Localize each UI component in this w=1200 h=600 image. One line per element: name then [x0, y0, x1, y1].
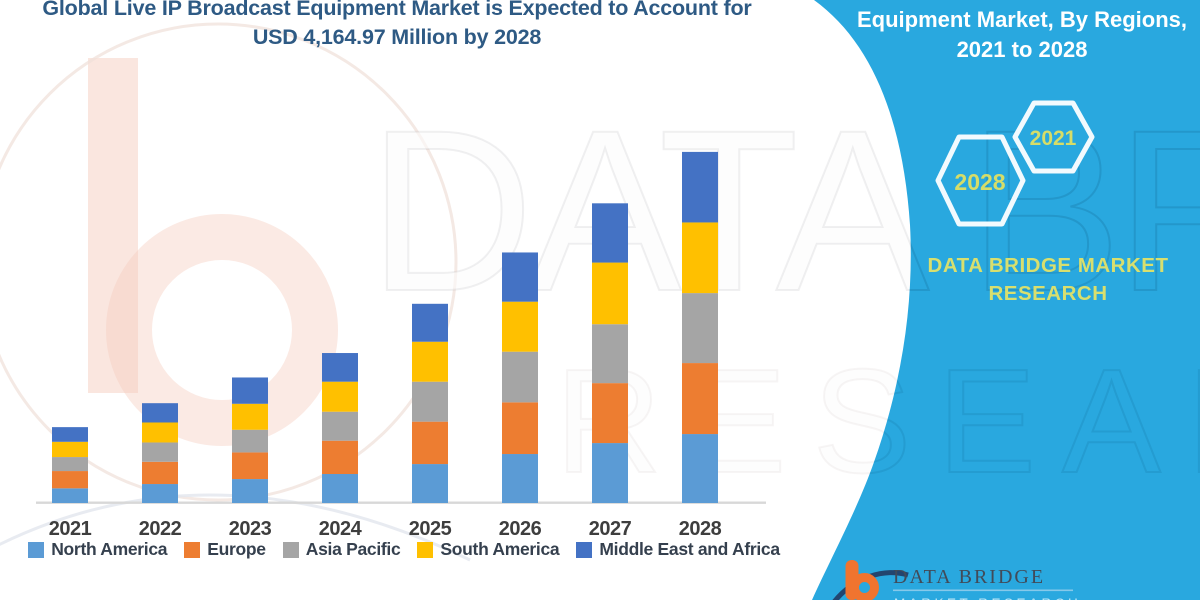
x-axis-label-2028: 2028 [679, 518, 722, 540]
legend-item-middle-east-and-africa: Middle East and Africa [576, 539, 780, 560]
bar-segment-north-america-2026 [502, 454, 538, 503]
bar-segment-asia-pacific-2026 [502, 351, 538, 403]
watermark-logo-bowl [106, 214, 338, 446]
bar-segment-europe-2028 [682, 363, 718, 435]
legend-label: North America [51, 539, 168, 559]
legend-item-europe: Europe [184, 539, 266, 560]
chart-title: Global Live IP Broadcast Equipment Marke… [12, 0, 782, 52]
hexagon-2028-label: 2028 [954, 169, 1005, 195]
bar-segment-middle-east-and-africa-2021 [52, 427, 88, 442]
panel-background [812, 0, 1200, 600]
legend-item-south-america: South America [417, 539, 560, 560]
panel-heading-line1: Equipment Market, By Regions, [857, 7, 1187, 32]
bar-segment-asia-pacific-2023 [232, 429, 268, 453]
bar-segment-asia-pacific-2024 [322, 411, 358, 441]
legend-label: Asia Pacific [305, 539, 401, 559]
bar-segment-middle-east-and-africa-2022 [142, 403, 178, 423]
bar-segment-europe-2027 [592, 383, 628, 444]
bar-segment-south-america-2027 [592, 262, 628, 325]
databridge-logo: DATA BRIDGE MARKET RESEARCH [832, 560, 1081, 600]
bar-segment-middle-east-and-africa-2028 [682, 151, 718, 223]
x-axis-label-2024: 2024 [319, 518, 363, 540]
hexagon-2021 [1012, 100, 1095, 174]
watermark-swoosh [0, 493, 471, 562]
bar-segment-south-america-2026 [502, 301, 538, 352]
x-axis-label-2025: 2025 [409, 518, 452, 540]
bar-segment-north-america-2022 [142, 484, 178, 503]
panel-brand-line1: DATA BRIDGE MARKET [928, 254, 1169, 277]
bar-segment-north-america-2027 [592, 443, 628, 503]
bar-segment-north-america-2021 [52, 488, 88, 503]
legend-item-asia-pacific: Asia Pacific [282, 539, 401, 560]
bar-segment-europe-2022 [142, 461, 178, 485]
legend-label: Middle East and Africa [599, 539, 780, 559]
bar-segment-middle-east-and-africa-2026 [502, 252, 538, 302]
bar-segment-europe-2023 [232, 452, 268, 480]
logo-subtitle: MARKET RESEARCH [894, 596, 1081, 600]
bar-segment-middle-east-and-africa-2023 [232, 377, 268, 404]
bar-segment-south-america-2022 [142, 422, 178, 443]
bar-segment-south-america-2024 [322, 381, 358, 412]
x-axis-label-2027: 2027 [589, 518, 632, 540]
bar-segment-south-america-2028 [682, 222, 718, 294]
bar-segment-north-america-2028 [682, 434, 718, 503]
legend-label: South America [440, 539, 560, 559]
bar-segment-south-america-2023 [232, 403, 268, 430]
bar-segment-north-america-2023 [232, 479, 268, 503]
panel-brand-line2: RESEARCH [988, 282, 1107, 305]
bar-segment-asia-pacific-2028 [682, 293, 718, 364]
bar-segment-asia-pacific-2021 [52, 457, 88, 472]
panel-watermark-row2: RESEARCH [555, 339, 1200, 504]
x-axis-label-2023: 2023 [229, 518, 272, 540]
x-axis-label-2026: 2026 [499, 518, 542, 540]
hexagon-2021-label: 2021 [1030, 127, 1077, 150]
bar-segment-europe-2025 [412, 421, 448, 465]
chart-title-line1: Global Live IP Broadcast Equipment Marke… [42, 0, 752, 20]
x-axis-label-2022: 2022 [139, 518, 182, 540]
watermark-logo-ring [0, 22, 458, 502]
x-axis-label-2021: 2021 [49, 518, 92, 540]
legend-item-north-america: North America [28, 539, 168, 560]
bar-segment-europe-2021 [52, 471, 88, 489]
bar-segment-south-america-2021 [52, 441, 88, 458]
bar-segment-asia-pacific-2022 [142, 442, 178, 462]
legend-swatch-icon [28, 541, 45, 558]
logo-underline [893, 589, 1073, 592]
logo-b-bowl-icon [850, 573, 879, 600]
panel-heading-line2: 2021 to 2028 [957, 37, 1088, 62]
bar-segment-asia-pacific-2027 [592, 324, 628, 384]
bar-segment-europe-2024 [322, 440, 358, 475]
legend-swatch-icon [576, 541, 593, 558]
hexagon-2028 [935, 134, 1026, 227]
chart-title-line2: USD 4,164.97 Million by 2028 [252, 25, 542, 49]
bar-segment-middle-east-and-africa-2027 [592, 203, 628, 263]
chart-legend: North America Europe Asia Pacific South Ame… [28, 539, 780, 560]
legend-label: Europe [207, 539, 266, 559]
bar-segment-middle-east-and-africa-2025 [412, 303, 448, 342]
logo-wordmark: DATA BRIDGE [893, 566, 1045, 588]
bar-segment-north-america-2024 [322, 474, 358, 503]
bar-segment-south-america-2025 [412, 341, 448, 382]
watermark-logo-stem [88, 58, 138, 393]
legend-swatch-icon [184, 541, 201, 558]
bar-segment-north-america-2025 [412, 464, 448, 503]
bar-segment-asia-pacific-2025 [412, 381, 448, 422]
legend-swatch-icon [417, 541, 434, 558]
x-axis-line [36, 501, 766, 504]
bar-segment-europe-2026 [502, 402, 538, 455]
legend-swatch-icon [282, 541, 299, 558]
bar-segment-middle-east-and-africa-2024 [322, 353, 358, 382]
